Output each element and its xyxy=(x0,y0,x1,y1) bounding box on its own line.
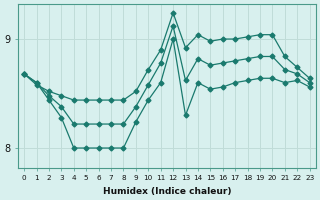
X-axis label: Humidex (Indice chaleur): Humidex (Indice chaleur) xyxy=(103,187,231,196)
